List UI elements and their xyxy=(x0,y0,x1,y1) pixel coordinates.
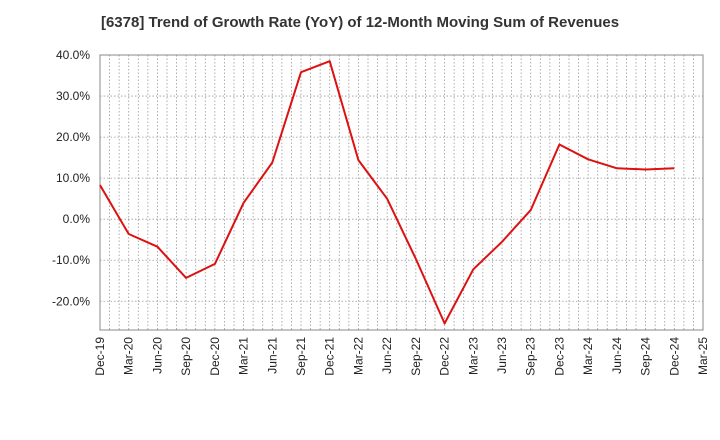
x-tick-label: Dec-19 xyxy=(93,337,107,376)
plot-frame xyxy=(99,54,704,331)
x-tick-label: Sep-21 xyxy=(294,337,308,376)
x-tick-label: Jun-21 xyxy=(265,337,279,374)
x-tick-label: Jun-24 xyxy=(610,337,624,374)
x-tick-label: Dec-23 xyxy=(552,337,566,376)
x-tick-label: Dec-20 xyxy=(208,337,222,376)
x-tick-label: Sep-23 xyxy=(524,337,538,376)
x-tick-label: Mar-22 xyxy=(351,337,365,375)
y-tick-label: 20.0% xyxy=(56,130,90,144)
x-tick-label: Mar-21 xyxy=(237,337,251,375)
series-layer xyxy=(99,60,675,325)
x-tick-label: Mar-24 xyxy=(581,337,595,375)
series-line xyxy=(99,60,675,325)
x-tick-label: Sep-24 xyxy=(639,337,653,376)
x-tick-label: Mar-23 xyxy=(466,337,480,375)
grid-layer xyxy=(100,55,703,330)
x-tick-label: Mar-25 xyxy=(696,337,710,375)
x-tick-label: Dec-24 xyxy=(667,337,681,376)
y-axis: 40.0% 30.0% 20.0% 10.0% 0.0% -10.0% -20.0% xyxy=(52,48,90,308)
x-tick-label: Jun-22 xyxy=(380,337,394,374)
y-tick-label: 0.0% xyxy=(63,212,91,226)
x-tick-label: Dec-21 xyxy=(323,337,337,376)
y-tick-label: 40.0% xyxy=(56,48,90,62)
x-tick-label: Dec-22 xyxy=(438,337,452,376)
y-tick-label: 30.0% xyxy=(56,89,90,103)
chart-title: [6378] Trend of Growth Rate (YoY) of 12-… xyxy=(100,14,620,31)
x-tick-label: Sep-22 xyxy=(409,337,423,376)
x-tick-label: Jun-20 xyxy=(150,337,164,374)
x-tick-label: Mar-20 xyxy=(122,337,136,375)
y-tick-label: -20.0% xyxy=(52,294,90,308)
x-tick-label: Jun-23 xyxy=(495,337,509,374)
x-axis: Dec-19 Mar-20 Jun-20 Sep-20 Dec-20 Mar-21 Jun-… xyxy=(93,337,710,376)
x-tick-label: Sep-20 xyxy=(179,337,193,376)
y-tick-label: 10.0% xyxy=(56,171,90,185)
y-tick-label: -10.0% xyxy=(52,253,90,267)
